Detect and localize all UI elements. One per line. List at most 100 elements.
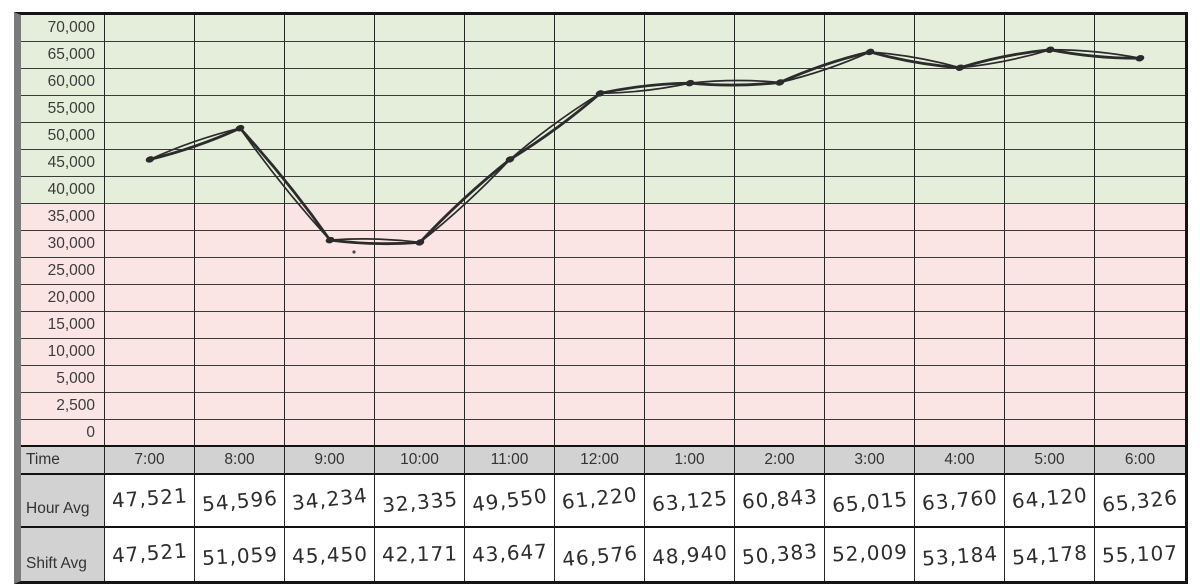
chart-cell xyxy=(735,285,825,312)
chart-cell xyxy=(465,366,555,393)
chart-cell xyxy=(195,393,285,420)
chart-cell xyxy=(375,231,465,258)
chart-cell xyxy=(555,231,645,258)
chart-cell xyxy=(915,42,1005,69)
chart-cell xyxy=(195,285,285,312)
chart-cell xyxy=(285,339,375,366)
chart-cell xyxy=(375,393,465,420)
chart-cell xyxy=(465,285,555,312)
chart-cell xyxy=(105,393,195,420)
hour-avg-value-cell: 49,550 xyxy=(465,475,555,528)
handwritten-shift-avg: 46,576 xyxy=(560,540,639,571)
hour-avg-label-cell: Hour Avg xyxy=(21,475,105,528)
chart-cell xyxy=(1095,69,1185,96)
chart-cell xyxy=(645,96,735,123)
chart-cell xyxy=(915,312,1005,339)
chart-cell xyxy=(1005,96,1095,123)
chart-cell xyxy=(645,15,735,42)
chart-cell xyxy=(555,204,645,231)
chart-cell xyxy=(915,339,1005,366)
handwritten-hour-avg: 63,760 xyxy=(920,484,999,515)
hour-avg-value-cell: 54,596 xyxy=(195,475,285,528)
chart-cell xyxy=(465,69,555,96)
handwritten-hour-avg: 60,843 xyxy=(740,483,819,514)
chart-cell xyxy=(285,123,375,150)
chart-cell xyxy=(825,96,915,123)
chart-cell xyxy=(555,123,645,150)
chart-cell xyxy=(195,420,285,447)
chart-cell xyxy=(645,42,735,69)
chart-cell xyxy=(735,231,825,258)
chart-cell xyxy=(1095,366,1185,393)
chart-cell xyxy=(825,393,915,420)
chart-cell xyxy=(1005,177,1095,204)
handwritten-shift-avg: 47,521 xyxy=(110,537,189,568)
y-axis-label: 65,000 xyxy=(21,42,105,69)
chart-cell xyxy=(465,150,555,177)
chart-cell xyxy=(555,15,645,42)
shift-avg-value-cell: 42,171 xyxy=(375,528,465,581)
chart-cell xyxy=(825,231,915,258)
chart-cell xyxy=(825,42,915,69)
chart-cell xyxy=(375,69,465,96)
chart-cell xyxy=(1005,312,1095,339)
chart-cell xyxy=(735,339,825,366)
shift-avg-value-cell: 45,450 xyxy=(285,528,375,581)
y-axis-label: 15,000 xyxy=(21,312,105,339)
chart-cell xyxy=(1005,69,1095,96)
handwritten-shift-avg: 45,450 xyxy=(291,541,368,568)
chart-cell xyxy=(825,150,915,177)
chart-cell xyxy=(735,393,825,420)
handwritten-shift-avg: 50,383 xyxy=(740,538,819,569)
chart-cell xyxy=(375,96,465,123)
chart-cell xyxy=(645,204,735,231)
chart-cell xyxy=(1005,285,1095,312)
chart-cell xyxy=(285,150,375,177)
chart-cell xyxy=(195,231,285,258)
chart-cell xyxy=(1095,96,1185,123)
chart-cell xyxy=(555,420,645,447)
time-cell: 7:00 xyxy=(105,447,195,475)
chart-cell xyxy=(555,42,645,69)
chart-cell xyxy=(195,258,285,285)
chart-cell xyxy=(285,393,375,420)
chart-cell xyxy=(285,420,375,447)
chart-cell xyxy=(1005,420,1095,447)
chart-cell xyxy=(915,285,1005,312)
chart-cell xyxy=(555,177,645,204)
handwritten-shift-avg: 54,178 xyxy=(1010,539,1089,570)
chart-cell xyxy=(465,312,555,339)
chart-cell xyxy=(1005,258,1095,285)
shift-avg-value-cell: 46,576 xyxy=(555,528,645,581)
chart-cell xyxy=(375,150,465,177)
chart-cell xyxy=(915,393,1005,420)
chart-cell xyxy=(465,339,555,366)
y-axis-label: 25,000 xyxy=(21,258,105,285)
chart-cell xyxy=(645,339,735,366)
y-axis-label: 60,000 xyxy=(21,69,105,96)
hour-avg-value-cell: 32,335 xyxy=(375,475,465,528)
chart-cell xyxy=(645,123,735,150)
chart-cell xyxy=(105,366,195,393)
chart-cell xyxy=(375,42,465,69)
chart-grid: 70,000 65,000 60,000 55,000 50,000 45,000 40,0… xyxy=(21,15,1185,581)
chart-cell xyxy=(735,420,825,447)
chart-cell xyxy=(105,258,195,285)
chart-cell xyxy=(1005,339,1095,366)
chart-cell xyxy=(555,258,645,285)
chart-cell xyxy=(1095,285,1185,312)
time-cell: 2:00 xyxy=(735,447,825,475)
chart-cell xyxy=(285,366,375,393)
chart-cell xyxy=(285,42,375,69)
time-header-cell: Time xyxy=(21,447,105,475)
y-axis-label: 0 xyxy=(21,420,105,447)
y-axis-label: 55,000 xyxy=(21,96,105,123)
chart-cell xyxy=(375,339,465,366)
chart-cell xyxy=(465,231,555,258)
chart-cell xyxy=(375,258,465,285)
chart-cell xyxy=(195,42,285,69)
chart-cell xyxy=(285,258,375,285)
chart-cell xyxy=(1095,150,1185,177)
chart-cell xyxy=(555,339,645,366)
y-axis-label: 70,000 xyxy=(21,15,105,42)
